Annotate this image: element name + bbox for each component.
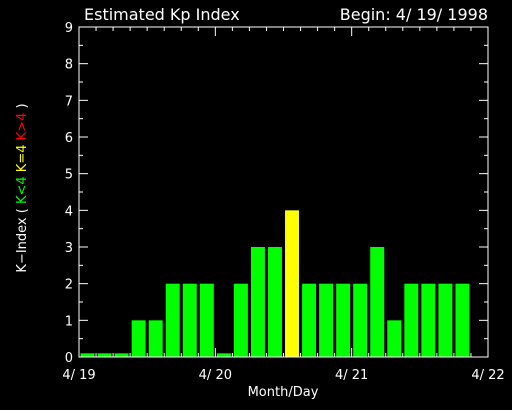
kp-bar-5: [148, 320, 163, 357]
kp-bar-15: [319, 283, 334, 357]
kp-bar-2: [97, 353, 112, 357]
kp-bar-21: [421, 283, 436, 357]
bar-series: [80, 210, 470, 357]
y-tick-labels: 0 1 2 3 4 5 6 7 8 9: [65, 21, 73, 366]
plot-axes: [78, 26, 489, 358]
x-tick-label-0: 4/ 19: [62, 368, 95, 383]
chart-title: Estimated Kp Index: [84, 5, 240, 24]
kp-bar-8: [199, 283, 214, 357]
kp-bar-7: [182, 283, 197, 357]
y-tick-label-0: 0: [65, 351, 73, 366]
kp-bar-12: [267, 247, 282, 357]
x-tick-labels: 4/ 19 4/ 20 4/ 21 4/ 22: [62, 368, 504, 383]
kp-bar-16: [336, 283, 351, 357]
y-axis-label-mid: K=4: [15, 144, 30, 172]
kp-bar-13: [285, 210, 299, 357]
y-tick-label-1: 1: [65, 314, 73, 329]
y-tick-label-9: 9: [65, 21, 73, 36]
kp-bar-9: [216, 353, 231, 357]
x-tick-label-3: 4/ 22: [471, 368, 504, 383]
x-tick-label-2: 4/ 21: [335, 368, 368, 383]
kp-bar-18: [370, 247, 385, 357]
begin-date-label: Begin: 4/ 19/ 1998: [340, 5, 488, 24]
kp-bar-23: [455, 283, 470, 357]
y-tick-label-3: 3: [65, 241, 73, 256]
y-axis-label: K−Index ( K<4 K=4 K>4 ): [15, 103, 30, 272]
kp-bar-10: [233, 283, 248, 357]
kp-bar-4: [131, 320, 146, 357]
y-tick-label-8: 8: [65, 58, 73, 73]
kp-bar-22: [438, 283, 453, 357]
y-tick-label-5: 5: [65, 168, 73, 183]
kp-bar-20: [404, 283, 419, 357]
y-tick-label-4: 4: [65, 204, 73, 219]
y-tick-label-6: 6: [65, 131, 73, 146]
kp-bar-6: [165, 283, 180, 357]
y-axis-label-suffix: ): [15, 103, 30, 108]
y-axis-label-low: K<4: [15, 176, 30, 204]
y-axis-label-prefix: K−Index (: [15, 204, 30, 273]
x-axis-label: Month/Day: [248, 385, 319, 400]
kp-bar-14: [302, 283, 317, 357]
kp-bar-1: [80, 353, 95, 357]
y-axis-label-high: K>4: [15, 113, 30, 141]
kp-bar-3: [114, 353, 129, 357]
y-tick-label-2: 2: [65, 278, 73, 293]
y-tick-label-7: 7: [65, 94, 73, 109]
kp-bar-17: [353, 283, 368, 357]
kp-bar-19: [387, 320, 402, 357]
x-tick-label-1: 4/ 20: [199, 368, 232, 383]
kp-bar-11: [250, 247, 265, 357]
